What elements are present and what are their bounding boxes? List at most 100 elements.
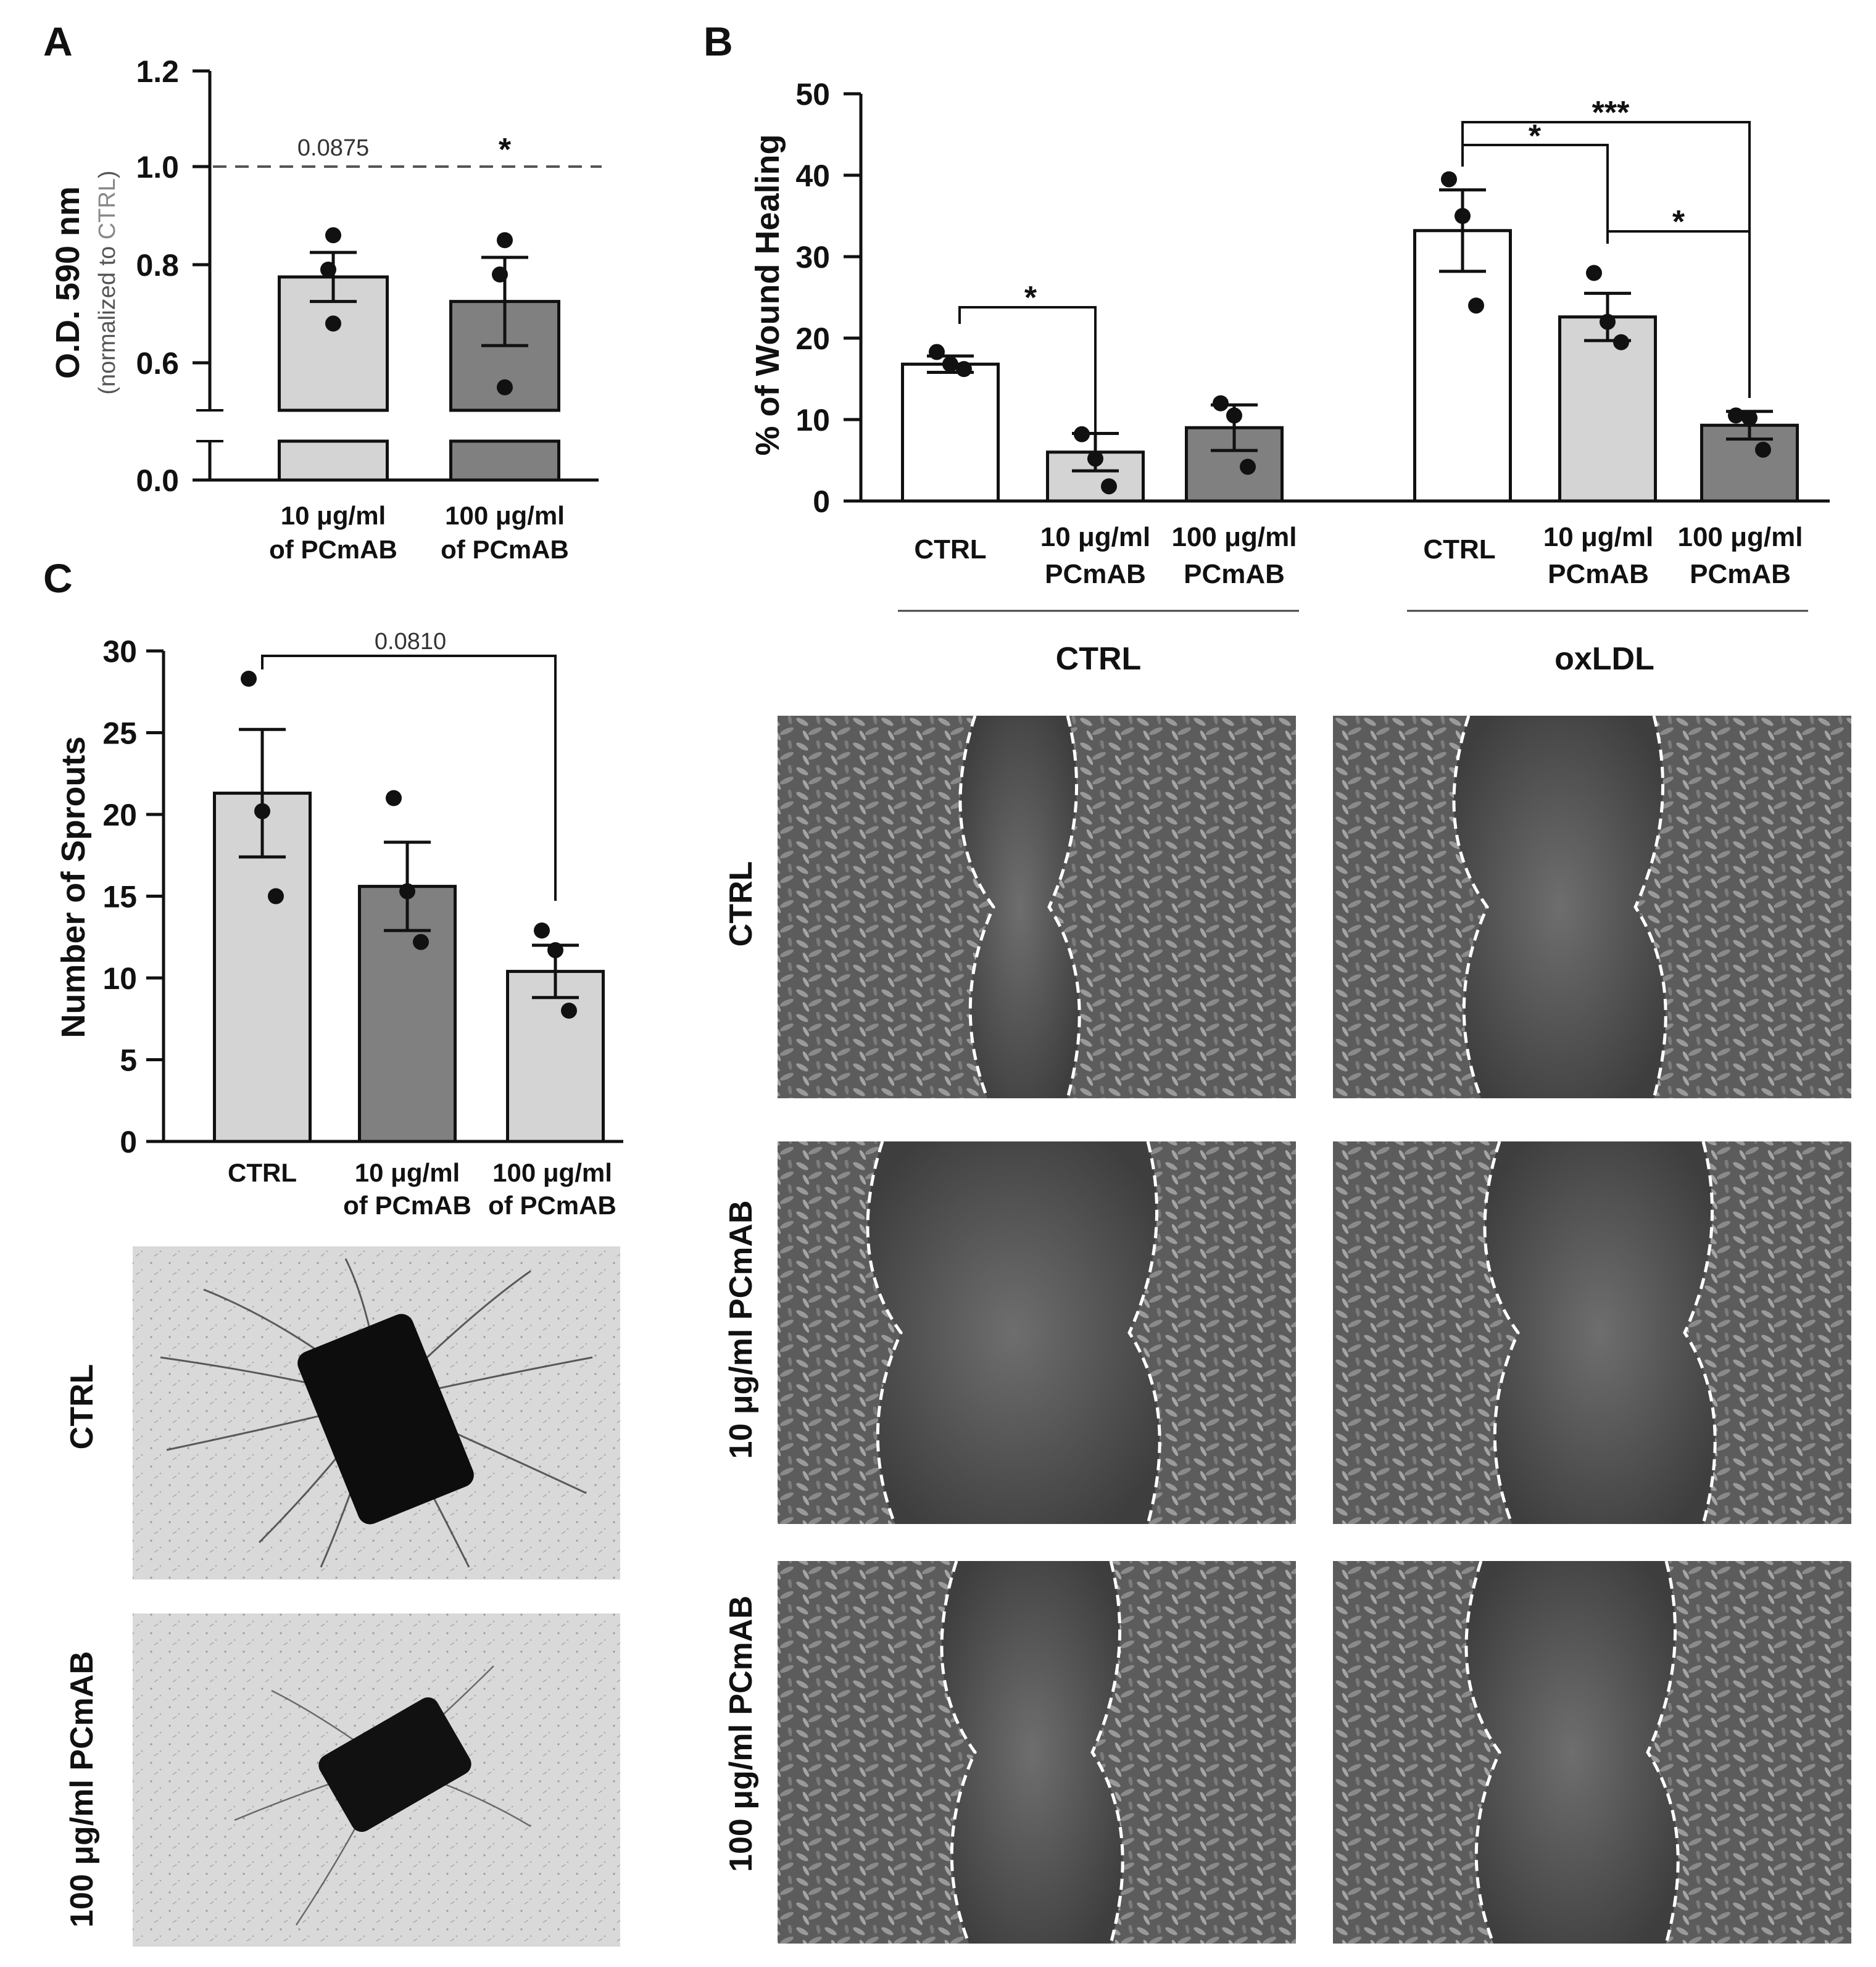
chart-c-point-2-2 xyxy=(399,883,415,900)
chart-b-marks xyxy=(901,171,1799,503)
chart-b-oxldl-point-1-3 xyxy=(1468,297,1484,314)
wound-image-r1-c1 xyxy=(778,715,1296,1099)
chart-c-y-tick-label-25: 25 xyxy=(102,716,137,751)
chart-c-point-1-3 xyxy=(268,888,284,905)
chart-a-y-tick-label-0.8: 0.8 xyxy=(136,248,179,283)
chart-b-y-tick-label-30: 30 xyxy=(795,240,830,275)
chart-a-point-2-3 xyxy=(497,379,513,395)
chart-c-y-ticks: 0 5 10 15 20 25 30 xyxy=(102,634,164,1159)
chart-c-y-tick-label-15: 15 xyxy=(102,880,137,914)
chart-b-oxldl-point-2-2 xyxy=(1600,313,1616,330)
chart-a-axis-break xyxy=(196,409,223,442)
wound-image-r3-c2 xyxy=(1333,1560,1851,1944)
chart-b-sig-ox-1: * xyxy=(1529,118,1542,154)
chart-a-bar-2-lower xyxy=(449,439,560,482)
chart-b-group-label-ctrl: CTRL xyxy=(1056,641,1142,677)
chart-c-point-2-3 xyxy=(413,934,429,950)
chart-b-ctrl-category-3-line2: PCmAB xyxy=(1184,559,1285,589)
chart-c: Number of Sprouts 0 5 10 15 20 25 30 0.0810 CT… xyxy=(55,629,623,1220)
chart-a-y-tick-label-0.6: 0.6 xyxy=(136,346,179,381)
chart-a-category-2-line1: 100 μg/ml xyxy=(445,501,565,530)
chart-a-y-sublabel: (normalized to CTRL) xyxy=(94,170,120,394)
panel-label-c: C xyxy=(43,555,73,601)
chart-b-oxldl-point-3-3 xyxy=(1755,441,1771,458)
chart-a-y-label: O.D. 590 nm xyxy=(49,186,86,379)
chart-b-group-label-oxldl: oxLDL xyxy=(1554,641,1654,677)
chart-b-oxldl-point-1-2 xyxy=(1455,208,1471,224)
wound-micrographs: CTRL 10 μg/ml PCmAB 100 μg/ml PCmAB xyxy=(723,715,1851,1944)
chart-b-oxldl-category-3-line2: PCmAB xyxy=(1690,559,1791,589)
chart-c-point-3-1 xyxy=(534,922,550,939)
chart-a-point-1-2 xyxy=(320,261,336,278)
chart-c-category-2-line1: 10 μg/ml xyxy=(355,1158,460,1187)
chart-a-bar-1-lower xyxy=(278,439,389,482)
chart-a-y-tick-label-1.2: 1.2 xyxy=(136,54,179,89)
chart-b-sig-ctrl: * xyxy=(1024,280,1037,316)
chart-a-y-tick-label-0.0: 0.0 xyxy=(136,463,179,498)
chart-b-sig-ox-3: * xyxy=(1672,204,1685,240)
chart-a-point-1-1 xyxy=(325,227,341,244)
chart-c-y-tick-label-30: 30 xyxy=(102,634,137,669)
chart-c-category-3-line2: of PCmAB xyxy=(488,1191,616,1220)
chart-b-ctrl-point-2-1 xyxy=(1074,426,1090,442)
chart-c-annotation-pvalue: 0.0810 xyxy=(375,629,446,655)
chart-b-ctrl-point-1-3 xyxy=(956,361,972,378)
chart-c-point-3-3 xyxy=(561,1003,577,1019)
chart-a-category-1-line1: 10 μg/ml xyxy=(281,501,386,530)
wound-row-label-10: 10 μg/ml PCmAB xyxy=(723,1200,759,1459)
chart-b-oxldl-point-1-1 xyxy=(1441,171,1457,188)
chart-b-oxldl-category-1: CTRL xyxy=(1423,534,1495,565)
chart-b-ctrl-point-3-3 xyxy=(1240,458,1256,475)
chart-c-y-tick-label-10: 10 xyxy=(102,961,137,996)
chart-b-oxldl-point-2-3 xyxy=(1613,334,1629,350)
chart-b-ctrl-point-3-1 xyxy=(1213,395,1229,412)
chart-b-oxldl-point-3-1 xyxy=(1728,407,1744,424)
chart-c-point-1-1 xyxy=(241,671,257,687)
ring-micrographs: CTRL 100 μg/ml PCmAB xyxy=(64,1246,620,1947)
chart-a-y-sublabel-suffix: ) xyxy=(94,170,120,178)
chart-a-annotation-pvalue: 0.0875 xyxy=(297,135,369,161)
chart-a-category-1-line2: of PCmAB xyxy=(269,535,397,564)
chart-c-y-tick-label-0: 0 xyxy=(120,1125,137,1159)
chart-b-y-tick-label-20: 20 xyxy=(795,321,830,356)
wound-image-r2-c1 xyxy=(778,1141,1296,1525)
chart-b-ctrl-point-1-2 xyxy=(942,356,958,373)
ring-row-label-ctrl: CTRL xyxy=(64,1364,100,1450)
chart-b-ctrl-category-2-line1: 10 μg/ml xyxy=(1040,522,1151,552)
chart-b-bracket-ctrl xyxy=(958,306,1097,432)
chart-b-oxldl-bar-1 xyxy=(1413,229,1512,503)
chart-c-y-tick-label-5: 5 xyxy=(120,1043,137,1078)
chart-a-marks xyxy=(278,227,560,482)
chart-a-point-2-2 xyxy=(492,266,508,283)
ring-row-label-100: 100 μg/ml PCmAB xyxy=(64,1651,100,1928)
chart-c-marks xyxy=(213,671,605,1143)
chart-a-y-sublabel-ctrl: CTRL xyxy=(94,178,120,239)
chart-a-point-2-1 xyxy=(497,232,513,249)
chart-c-point-3-2 xyxy=(547,942,563,958)
chart-a: O.D. 590 nm (normalized to CTRL) 0.6 0.8… xyxy=(49,54,602,564)
panel-label-b: B xyxy=(704,19,733,64)
chart-c-category-2-line2: of PCmAB xyxy=(343,1191,471,1220)
chart-b-y-tick-label-40: 40 xyxy=(795,159,830,193)
chart-b-ctrl-category-2-line2: PCmAB xyxy=(1045,559,1146,589)
wound-row-label-ctrl: CTRL xyxy=(723,861,759,947)
chart-b-y-tick-label-0: 0 xyxy=(813,484,830,519)
chart-b-ctrl-point-1-1 xyxy=(929,344,945,360)
chart-a-y-sublabel-prefix: (normalized to xyxy=(94,239,120,394)
chart-b-ctrl-point-2-3 xyxy=(1101,478,1117,495)
wound-image-r2-c2 xyxy=(1333,1141,1851,1525)
chart-b-oxldl-point-3-2 xyxy=(1741,410,1758,426)
chart-b-oxldl-category-2-line1: 10 μg/ml xyxy=(1543,522,1654,552)
chart-c-y-tick-label-20: 20 xyxy=(102,798,137,832)
chart-b: % of Wound Healing 0 10 20 30 40 50 CTRL 10 μ… xyxy=(749,77,1830,677)
chart-b-oxldl-point-2-1 xyxy=(1586,265,1602,281)
chart-a-point-1-3 xyxy=(325,315,341,332)
chart-b-oxldl-bar-2 xyxy=(1558,315,1657,503)
chart-b-y-tick-label-50: 50 xyxy=(795,77,830,112)
chart-b-bracket-ox-2 xyxy=(1461,121,1751,398)
chart-b-oxldl-category-3-line1: 100 μg/ml xyxy=(1677,522,1803,552)
chart-a-error-bar-1 xyxy=(310,251,357,304)
chart-a-annotation-star: * xyxy=(499,132,512,168)
chart-b-ctrl-category-3-line1: 100 μg/ml xyxy=(1171,522,1297,552)
chart-c-point-2-1 xyxy=(386,790,402,806)
